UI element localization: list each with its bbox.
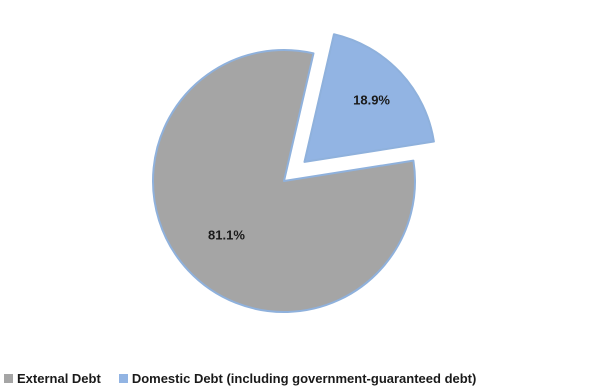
legend-swatch-domestic-debt bbox=[118, 373, 128, 383]
pie-slice-1 bbox=[303, 33, 435, 163]
pie-slice-0 bbox=[152, 49, 416, 313]
pie-slice-label-0: 81.1% bbox=[208, 228, 245, 243]
legend-label-domestic-debt: Domestic Debt (including government-guar… bbox=[131, 370, 477, 386]
legend-label-external-debt: External Debt bbox=[17, 370, 101, 386]
pie-slice-label-1: 18.9% bbox=[353, 92, 390, 107]
pie-slices bbox=[152, 33, 435, 313]
legend-item-domestic-debt: Domestic Debt (including government-guar… bbox=[118, 370, 477, 386]
legend: External Debt Domestic Debt (including g… bbox=[4, 369, 494, 387]
legend-item-external-debt: External Debt bbox=[4, 371, 101, 386]
legend-swatch-external-debt bbox=[4, 373, 13, 383]
pie-labels: 81.1% 18.9% bbox=[208, 92, 390, 242]
pie-chart: 81.1% 18.9% bbox=[152, 33, 435, 313]
